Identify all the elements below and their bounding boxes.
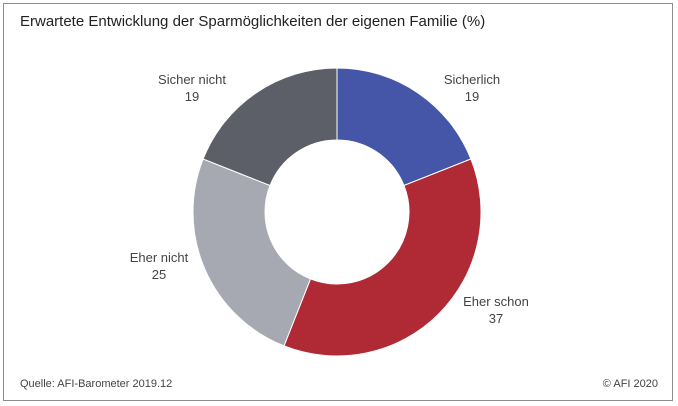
slice-label-eher-nicht: Eher nicht	[130, 250, 189, 265]
copyright-note: © AFI 2020	[602, 378, 658, 390]
slice-eher-nicht	[192, 158, 312, 347]
slice-sicherlich	[336, 67, 472, 187]
slice-value-eher-nicht: 25	[152, 267, 166, 282]
slice-label-sicherlich: Sicherlich	[444, 72, 500, 87]
source-note: Quelle: AFI-Barometer 2019.12	[20, 378, 173, 390]
slice-labels: Sicherlich 19 Eher schon 37 Eher nicht 25 Sich…	[130, 72, 529, 326]
slice-label-sicher-nicht: Sicher nicht	[158, 72, 226, 87]
slice-value-sicherlich: 19	[465, 89, 479, 104]
slice-eher-schon	[283, 158, 482, 357]
slice-sicher-nicht	[202, 67, 338, 187]
chart-title: Erwartete Entwicklung der Sparmöglichkei…	[20, 13, 486, 30]
slice-label-eher-schon: Eher schon	[463, 294, 529, 309]
slice-value-eher-schon: 37	[489, 311, 503, 326]
slice-value-sicher-nicht: 19	[185, 89, 199, 104]
donut-slices	[192, 67, 482, 357]
